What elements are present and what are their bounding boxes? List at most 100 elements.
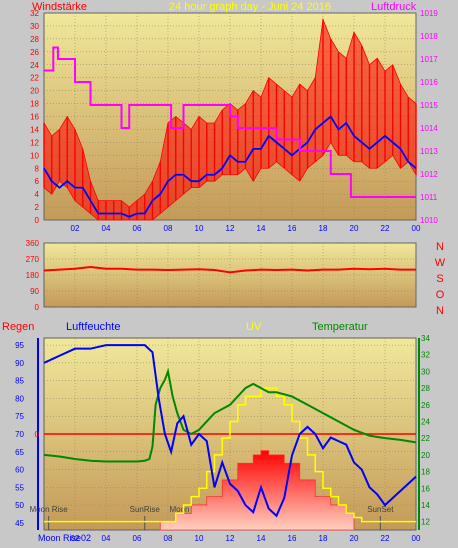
wind-pressure-marks [43, 17, 417, 221]
wind-tick-label: 24 [30, 61, 39, 70]
wind-tick-label: 28 [30, 35, 39, 44]
direction-tick-label: 180 [26, 271, 40, 280]
climate-marks: Moon Rise SunRise Moon Set SunSet [30, 344, 417, 531]
time-tick-label: 14 [257, 224, 266, 233]
time-tick-label: 18 [319, 224, 328, 233]
event-label: Moon Rise [30, 505, 69, 514]
time-tick-label: 02 [71, 534, 80, 543]
event-label: SunSet [367, 505, 394, 514]
pressure-tick-label: 1018 [420, 32, 438, 41]
temperature-tick-label: 18 [421, 468, 430, 477]
wind-tick-label: 0 [35, 216, 40, 225]
compass-label: O [436, 289, 445, 301]
temperature-line [43, 367, 417, 463]
time-tick-label: 16 [288, 224, 297, 233]
temperature-tick-label: 32 [421, 351, 430, 360]
time-tick-label: 06 [133, 534, 142, 543]
humidity-line [43, 344, 417, 518]
temperature-tick-label: 14 [421, 501, 430, 510]
wind-tick-label: 2 [35, 203, 40, 212]
humidity-tick-label: 90 [15, 359, 24, 368]
wind-tick-label: 6 [35, 177, 40, 186]
pressure-axis-title: Luftdruck [371, 1, 417, 13]
rain-label: Regen [2, 321, 34, 333]
temperature-tick-label: 12 [421, 518, 430, 527]
direction-tick-label: 0 [35, 303, 40, 312]
time-tick-label: 08 [164, 534, 173, 543]
humidity-tick-label: 55 [15, 483, 24, 492]
time-tick-label: 08 [164, 224, 173, 233]
time-tick-label: 18 [319, 534, 328, 543]
time-tick-label: 22 [381, 534, 390, 543]
wind-tick-label: 22 [30, 74, 39, 83]
time-tick-label: 00 [412, 224, 421, 233]
rain-tick-label: 0 [35, 430, 40, 439]
wind-axis-title: Windstärke [32, 1, 87, 13]
wind-tick-label: 30 [30, 22, 39, 31]
wind-tick-label: 26 [30, 48, 39, 57]
wind-tick-label: 16 [30, 113, 39, 122]
temperature-tick-label: 16 [421, 484, 430, 493]
time-tick-label: 02 [71, 224, 80, 233]
moonrise-bottom-label: Moon Rise02 [38, 533, 91, 543]
time-tick-label: 12 [226, 224, 235, 233]
wind-tick-label: 18 [30, 100, 39, 109]
time-tick-label: 10 [195, 224, 204, 233]
pressure-step-line [44, 46, 416, 198]
time-tick-label: 16 [288, 534, 297, 543]
wind-tick-label: 14 [30, 125, 39, 134]
temperature-tick-label: 30 [421, 367, 430, 376]
humidity-tick-label: 80 [15, 394, 24, 403]
temperature-label: Temperatur [312, 321, 368, 333]
time-tick-label: 20 [350, 534, 359, 543]
chart-title: 24 hour graph day - Juni 24 2016 [169, 1, 331, 13]
temperature-tick-label: 28 [421, 384, 430, 393]
pressure-tick-label: 1016 [420, 78, 438, 87]
direction-tick-label: 360 [26, 239, 40, 248]
temperature-tick-label: 34 [421, 334, 430, 343]
event-label: Moon Set [169, 505, 204, 514]
wind-direction-line [43, 265, 416, 274]
wind-tick-label: 20 [30, 87, 39, 96]
humidity-tick-label: 60 [15, 466, 24, 475]
temperature-tick-label: 20 [421, 451, 430, 460]
compass-label: S [436, 273, 443, 285]
pressure-tick-label: 1011 [420, 193, 438, 202]
time-tick-label: 14 [257, 534, 266, 543]
humidity-tick-label: 65 [15, 448, 24, 457]
time-tick-label: 00 [412, 534, 421, 543]
humidity-tick-label: 50 [15, 501, 24, 510]
time-tick-label: 04 [102, 224, 111, 233]
pressure-tick-label: 1013 [420, 147, 438, 156]
pressure-tick-label: 1010 [420, 216, 438, 225]
climate-ticks: 45 50 55 60 65 70 75 80 85 90 95 12 14 16 18 20 22 24 26 28… [15, 334, 430, 543]
pressure-tick-label: 1015 [420, 101, 438, 110]
direction-tick-label: 270 [26, 255, 40, 264]
wind-average-line [43, 115, 417, 218]
uv-label: UV [246, 321, 262, 333]
uv-step-line [44, 387, 416, 523]
humidity-tick-label: 45 [15, 519, 24, 528]
wind-tick-label: 12 [30, 138, 39, 147]
pressure-tick-label: 1014 [420, 124, 438, 133]
wind-direction-grid [44, 242, 417, 308]
wind-tick-label: 8 [35, 164, 40, 173]
time-tick-label: 12 [226, 534, 235, 543]
compass-label: N [436, 305, 444, 317]
direction-tick-label: 90 [30, 287, 39, 296]
wind-tick-label: 4 [35, 190, 40, 199]
time-tick-label: 06 [133, 224, 142, 233]
time-tick-label: 10 [195, 534, 204, 543]
wind-direction-marks [43, 265, 416, 274]
humidity-tick-label: 75 [15, 412, 24, 421]
compass-label: W [435, 257, 446, 269]
event-label: SunRise [130, 505, 161, 514]
temperature-tick-label: 22 [421, 434, 430, 443]
wind-pressure-ticks: 0246810121416182022242628303210101011101… [30, 9, 438, 233]
wind-tick-label: 32 [30, 9, 39, 18]
humidity-label: Luftfeuchte [66, 321, 120, 333]
pressure-tick-label: 1012 [420, 170, 438, 179]
